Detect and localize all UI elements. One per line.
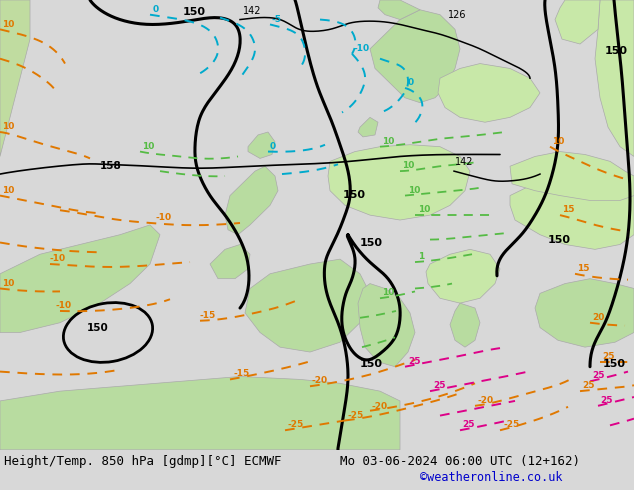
Text: Height/Temp. 850 hPa [gdmp][°C] ECMWF: Height/Temp. 850 hPa [gdmp][°C] ECMWF: [4, 455, 281, 467]
Text: 10: 10: [2, 278, 15, 288]
Polygon shape: [0, 225, 160, 333]
Text: 10: 10: [418, 205, 430, 214]
Text: 10: 10: [2, 122, 15, 131]
Text: 15: 15: [577, 264, 590, 273]
Text: -10: -10: [155, 213, 171, 222]
Text: -25: -25: [503, 420, 519, 429]
Polygon shape: [378, 0, 420, 20]
Text: 25: 25: [433, 381, 446, 390]
Text: 10: 10: [382, 137, 394, 146]
Text: -15: -15: [233, 369, 249, 378]
Text: 126: 126: [448, 10, 467, 20]
Text: -15: -15: [200, 311, 216, 320]
Text: 10: 10: [382, 288, 394, 297]
Polygon shape: [555, 0, 600, 44]
Text: 25: 25: [592, 371, 604, 380]
Polygon shape: [225, 166, 278, 235]
Text: 158: 158: [100, 161, 122, 171]
Text: -10: -10: [55, 301, 71, 310]
Text: 20: 20: [592, 313, 604, 322]
Text: -5: -5: [272, 15, 282, 24]
Polygon shape: [0, 376, 400, 450]
Text: 10: 10: [402, 161, 415, 170]
Text: 25: 25: [602, 352, 614, 361]
Text: -20: -20: [478, 396, 494, 405]
Polygon shape: [595, 0, 634, 156]
Text: -25: -25: [288, 420, 304, 429]
Polygon shape: [426, 249, 500, 303]
Polygon shape: [450, 303, 480, 347]
Text: -10: -10: [50, 254, 66, 263]
Text: 10: 10: [552, 137, 564, 146]
Text: 150: 150: [605, 46, 628, 56]
Text: 1: 1: [418, 252, 424, 261]
Polygon shape: [328, 145, 470, 220]
Text: 25: 25: [582, 381, 595, 390]
Text: 150: 150: [603, 359, 626, 368]
Text: 150: 150: [548, 235, 571, 245]
Text: 10: 10: [408, 186, 420, 195]
Text: 0: 0: [270, 142, 276, 150]
Text: 15: 15: [562, 205, 574, 214]
Polygon shape: [358, 117, 378, 137]
Text: ©weatheronline.co.uk: ©weatheronline.co.uk: [420, 471, 562, 484]
Text: -20: -20: [372, 402, 388, 411]
Polygon shape: [210, 245, 250, 279]
Text: 150: 150: [360, 359, 383, 368]
Text: 0: 0: [408, 78, 414, 87]
Text: 0: 0: [153, 5, 159, 14]
Text: -25: -25: [348, 411, 365, 419]
Text: 142: 142: [243, 6, 261, 16]
Text: Mo 03-06-2024 06:00 UTC (12+162): Mo 03-06-2024 06:00 UTC (12+162): [340, 455, 580, 467]
Text: 150: 150: [87, 322, 109, 333]
Polygon shape: [358, 284, 415, 367]
Polygon shape: [510, 176, 634, 249]
Text: -20: -20: [312, 376, 328, 385]
Text: 150: 150: [343, 190, 366, 199]
Polygon shape: [248, 132, 275, 158]
Polygon shape: [245, 259, 370, 352]
Polygon shape: [438, 64, 540, 122]
Text: 150: 150: [360, 239, 383, 248]
Text: -10: -10: [354, 44, 370, 53]
Text: 150: 150: [183, 7, 206, 17]
Text: 10: 10: [2, 186, 15, 195]
Polygon shape: [370, 10, 460, 103]
Text: 10: 10: [2, 21, 15, 29]
Polygon shape: [535, 279, 634, 347]
Polygon shape: [510, 151, 634, 200]
Text: 142: 142: [455, 157, 474, 167]
Text: 25: 25: [600, 396, 612, 405]
Text: 25: 25: [408, 357, 420, 366]
Text: 25: 25: [462, 420, 474, 429]
Text: 10: 10: [142, 142, 154, 150]
Polygon shape: [0, 0, 30, 156]
